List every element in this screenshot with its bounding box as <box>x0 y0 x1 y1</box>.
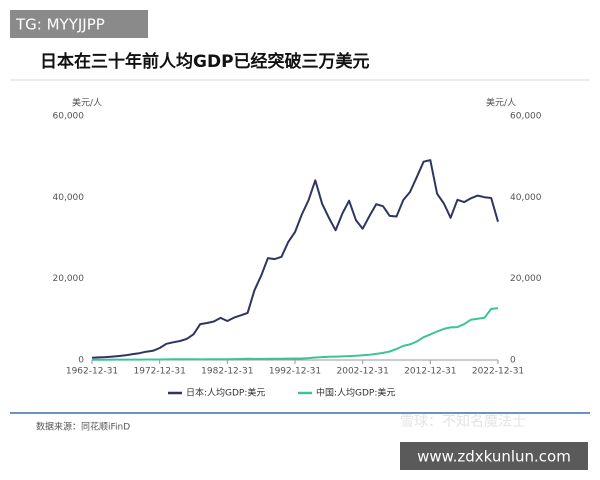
y-axis-unit: 美元/人 <box>72 97 102 109</box>
y2-tick-label: 40,000 <box>510 193 542 203</box>
y-tick-label: 60,000 <box>53 112 85 122</box>
line <box>92 307 499 361</box>
tag-box <box>10 10 148 38</box>
x-tick-label: 1992-12-31 <box>269 367 321 377</box>
site-box <box>400 442 588 470</box>
watermark: 雪球：不知名魔法士 <box>400 413 526 430</box>
x-tick-label: 2022-12-31 <box>472 367 524 377</box>
chart-title: 日本在三十年前人均GDP已经突破三万美元 <box>40 51 370 72</box>
legend-label: 中国:人均GDP:美元 <box>316 387 395 399</box>
x-tick-label: 1982-12-31 <box>201 367 253 377</box>
x-tick-label: 1972-12-31 <box>134 367 186 377</box>
legend-label: 日本:人均GDP:美元 <box>186 387 265 399</box>
tag: TG: MYYJJPP <box>15 16 105 34</box>
x-tick-label: 2012-12-31 <box>404 367 456 377</box>
y-tick-label: 20,000 <box>53 274 85 284</box>
y2-axis-unit: 美元/人 <box>486 97 516 109</box>
y2-tick-label: 60,000 <box>510 112 542 122</box>
y-tick-label: 40,000 <box>53 193 85 203</box>
y-tick-label: 0 <box>78 356 84 366</box>
site: www.zdxkunlun.com <box>417 448 571 466</box>
x-tick-label: 1962-12-31 <box>66 367 118 377</box>
x-tick-label: 2002-12-31 <box>337 367 389 377</box>
source: 数据来源：同花顺iFinD <box>36 421 130 433</box>
y2-tick-label: 20,000 <box>510 274 542 284</box>
line <box>91 159 499 359</box>
y2-tick-label: 0 <box>510 356 516 366</box>
